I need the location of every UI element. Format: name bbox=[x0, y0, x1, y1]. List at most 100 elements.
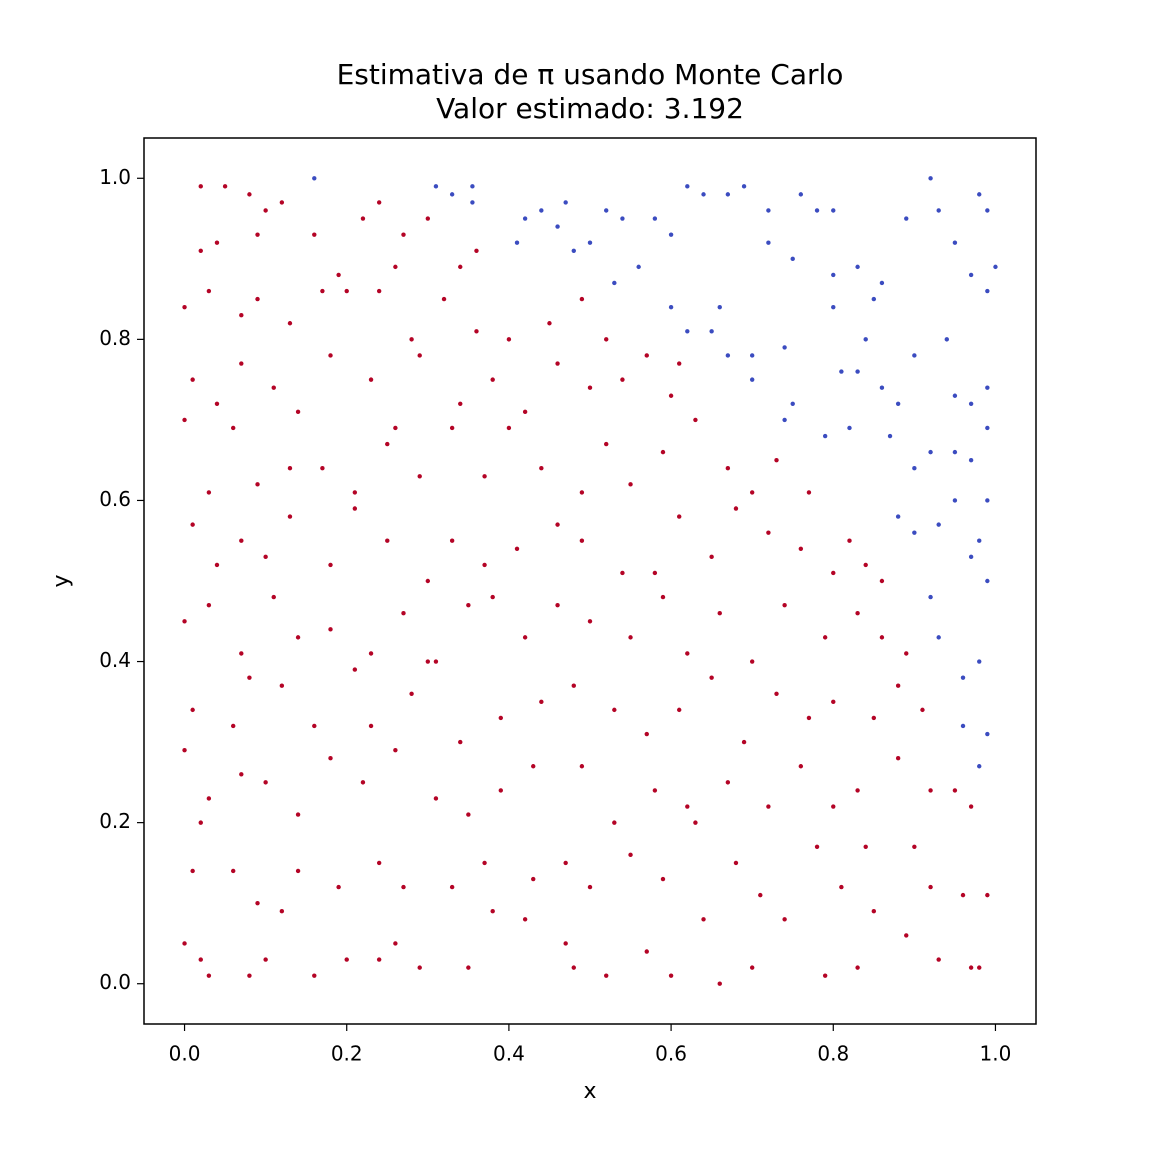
point bbox=[214, 240, 220, 245]
point bbox=[677, 361, 682, 366]
point bbox=[733, 860, 739, 866]
point bbox=[482, 474, 487, 479]
point bbox=[563, 941, 568, 946]
point bbox=[725, 192, 731, 197]
point bbox=[587, 619, 593, 624]
point bbox=[239, 361, 244, 366]
point bbox=[279, 683, 285, 688]
point bbox=[401, 611, 406, 616]
point bbox=[717, 611, 722, 616]
point bbox=[385, 441, 390, 447]
point bbox=[417, 965, 422, 970]
point bbox=[790, 401, 795, 406]
point bbox=[239, 313, 244, 318]
point bbox=[376, 957, 382, 962]
point bbox=[847, 425, 852, 431]
point bbox=[936, 208, 941, 213]
point bbox=[433, 184, 439, 189]
point bbox=[295, 868, 301, 874]
point bbox=[206, 973, 212, 978]
x-axis-label: x bbox=[583, 1079, 596, 1104]
point bbox=[920, 707, 925, 713]
point bbox=[466, 965, 471, 970]
point bbox=[912, 530, 917, 535]
point bbox=[263, 957, 268, 962]
point bbox=[393, 747, 398, 753]
point bbox=[539, 208, 544, 213]
point bbox=[433, 659, 439, 664]
point bbox=[855, 611, 860, 616]
point bbox=[425, 216, 431, 221]
point bbox=[522, 216, 528, 221]
point bbox=[709, 329, 714, 334]
point bbox=[782, 345, 787, 350]
point bbox=[604, 208, 609, 213]
point bbox=[831, 272, 836, 278]
plot-frame bbox=[143, 137, 1037, 1025]
point bbox=[547, 321, 552, 326]
point bbox=[376, 200, 382, 205]
point bbox=[749, 353, 755, 358]
point bbox=[198, 184, 203, 189]
point bbox=[709, 554, 714, 560]
point bbox=[393, 264, 398, 270]
point bbox=[587, 884, 593, 890]
point bbox=[239, 772, 244, 777]
point bbox=[741, 739, 747, 745]
point bbox=[668, 232, 674, 237]
point bbox=[190, 707, 195, 713]
point bbox=[774, 457, 779, 463]
point bbox=[685, 651, 690, 656]
point bbox=[198, 957, 203, 962]
point bbox=[182, 417, 187, 423]
point bbox=[531, 876, 536, 882]
y-tick-label: 0.0 bbox=[99, 970, 131, 994]
point bbox=[376, 288, 382, 294]
point bbox=[604, 441, 609, 447]
point bbox=[425, 659, 431, 664]
point bbox=[466, 602, 471, 608]
point bbox=[470, 200, 475, 205]
point bbox=[620, 377, 625, 382]
point bbox=[514, 546, 520, 551]
point bbox=[620, 216, 625, 221]
point bbox=[206, 490, 212, 495]
point bbox=[766, 804, 771, 809]
point bbox=[798, 764, 804, 769]
point bbox=[604, 337, 609, 342]
point bbox=[863, 337, 868, 342]
point bbox=[952, 393, 958, 398]
point bbox=[685, 184, 690, 189]
point bbox=[790, 256, 795, 262]
point bbox=[287, 321, 293, 326]
point bbox=[385, 538, 390, 543]
point bbox=[652, 570, 658, 576]
point bbox=[571, 965, 576, 970]
point bbox=[417, 474, 422, 479]
point bbox=[214, 401, 220, 406]
point bbox=[587, 385, 593, 390]
point bbox=[831, 208, 836, 213]
point bbox=[263, 554, 268, 560]
point bbox=[693, 820, 698, 825]
point bbox=[287, 466, 293, 471]
point bbox=[814, 208, 820, 213]
point bbox=[960, 892, 966, 898]
point bbox=[985, 578, 990, 584]
point bbox=[985, 892, 990, 898]
point bbox=[977, 965, 982, 970]
point bbox=[579, 538, 585, 543]
point bbox=[960, 723, 966, 729]
x-tick-label: 0.0 bbox=[169, 1042, 201, 1066]
point bbox=[231, 425, 236, 431]
point bbox=[336, 884, 341, 890]
point bbox=[433, 796, 439, 801]
point bbox=[652, 216, 658, 221]
point bbox=[660, 449, 666, 455]
point bbox=[636, 264, 641, 270]
point bbox=[604, 973, 609, 978]
point bbox=[336, 272, 341, 278]
point bbox=[806, 490, 812, 495]
point bbox=[879, 635, 885, 640]
point bbox=[709, 675, 714, 680]
